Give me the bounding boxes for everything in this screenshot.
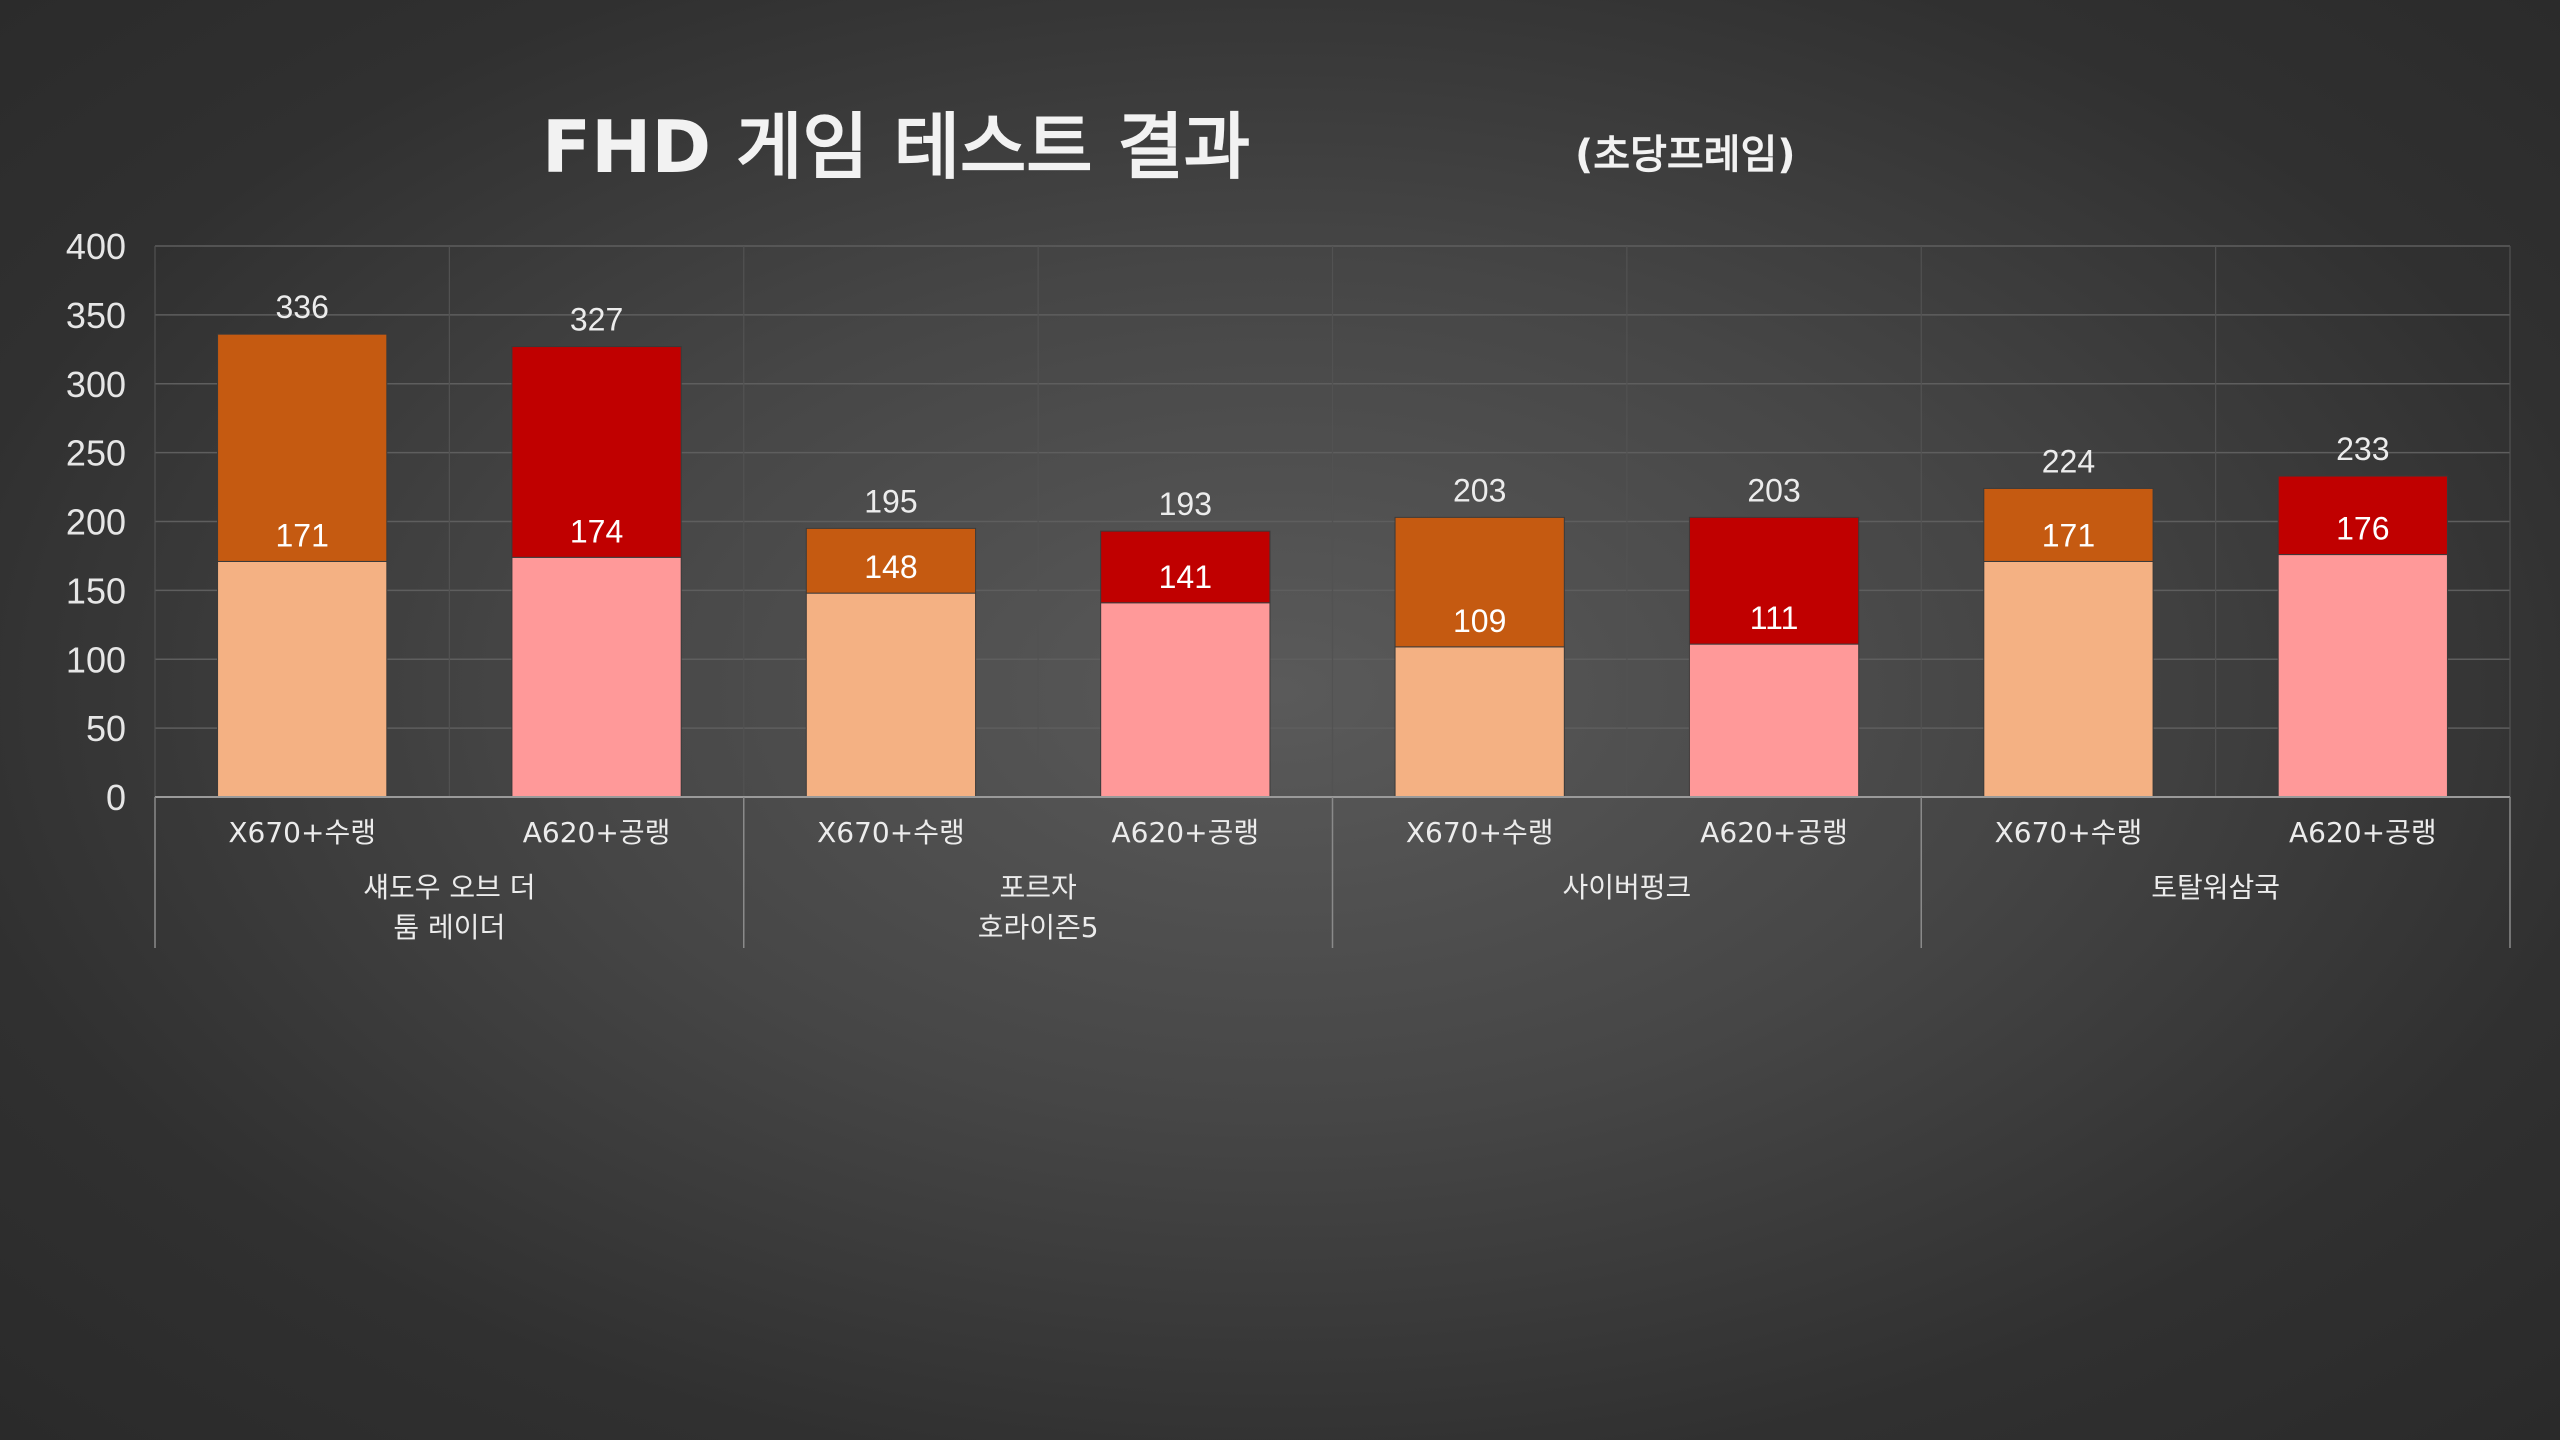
base-value-label: 111	[1750, 600, 1799, 636]
chart-subtitle: (초당프레임)	[1575, 132, 1796, 178]
base-value-label: 176	[2336, 511, 2389, 547]
total-value-label: 203	[1747, 472, 1800, 508]
bar-top-segment	[1394, 516, 1565, 648]
x-category-label: A620+공랭	[523, 816, 671, 849]
bar-top-segment	[511, 346, 682, 558]
y-tick-label: 250	[66, 433, 126, 474]
bar-top-segment	[805, 527, 977, 594]
bar-top-segment	[1688, 516, 1860, 645]
y-tick-label: 150	[66, 570, 126, 611]
bars	[217, 333, 2448, 798]
total-value-label: 195	[864, 483, 917, 519]
data-labels: 336 171 327 174 195 148 193 141 203 109 203 111 224 1…	[275, 289, 2389, 639]
x-group-label: 툼 레이더	[393, 911, 505, 944]
x-category-label: A620+공랭	[1700, 816, 1848, 849]
total-value-label: 327	[570, 302, 623, 338]
bar-top-segment	[217, 333, 388, 562]
total-value-label: 336	[275, 289, 328, 325]
bar-top-segment	[1983, 487, 2154, 562]
y-tick-label: 400	[66, 226, 126, 267]
x-category-label: A620+공랭	[2289, 816, 2437, 849]
x-group-label: 토탈워삼국	[2151, 871, 2280, 904]
bar-base-segment	[1983, 560, 2154, 798]
x-group-label: 사이버펑크	[1562, 871, 1691, 904]
x-category-label: X670+수랭	[1995, 816, 2143, 849]
bar-top-segment	[1100, 530, 1271, 604]
x-category-label: X670+수랭	[1406, 816, 1554, 849]
chart-title: FHD 게임 테스트 결과	[542, 105, 1250, 189]
base-value-label: 141	[1159, 559, 1212, 595]
y-tick-label: 200	[66, 502, 126, 543]
x-group-label: 포르자	[999, 871, 1076, 904]
y-tick-label: 50	[86, 708, 126, 749]
gridlines	[154, 245, 2511, 797]
bar-base-segment	[2277, 554, 2448, 798]
bar-base-segment	[1100, 602, 1271, 798]
bar-base-segment	[217, 560, 388, 798]
y-tick-label: 0	[106, 777, 126, 818]
base-value-label: 148	[864, 549, 917, 585]
total-value-label: 203	[1453, 472, 1506, 508]
y-tick-label: 300	[66, 364, 126, 405]
bar-top-segment	[2277, 475, 2448, 556]
total-value-label: 233	[2336, 431, 2389, 467]
bar-base-segment	[511, 556, 682, 798]
x-group-label: 섀도우 오브 더	[363, 871, 535, 904]
y-tick-label: 350	[66, 295, 126, 336]
y-axis: 0 50 100 150 200 250 300 350 400	[66, 226, 126, 818]
x-category-label: X670+수랭	[817, 816, 965, 849]
bar-base-segment	[1688, 643, 1860, 798]
bar-base-segment	[805, 592, 977, 798]
base-value-label: 109	[1453, 603, 1506, 639]
y-tick-label: 100	[66, 639, 126, 680]
base-value-label: 171	[275, 517, 328, 553]
base-value-label: 174	[570, 513, 623, 549]
base-value-label: 171	[2042, 517, 2095, 553]
total-value-label: 224	[2042, 443, 2095, 479]
x-category-label: X670+수랭	[228, 816, 376, 849]
total-value-label: 193	[1159, 486, 1212, 522]
x-group-label: 호라이즌5	[978, 911, 1099, 944]
bar-base-segment	[1394, 646, 1565, 798]
x-category-label: A620+공랭	[1112, 816, 1260, 849]
